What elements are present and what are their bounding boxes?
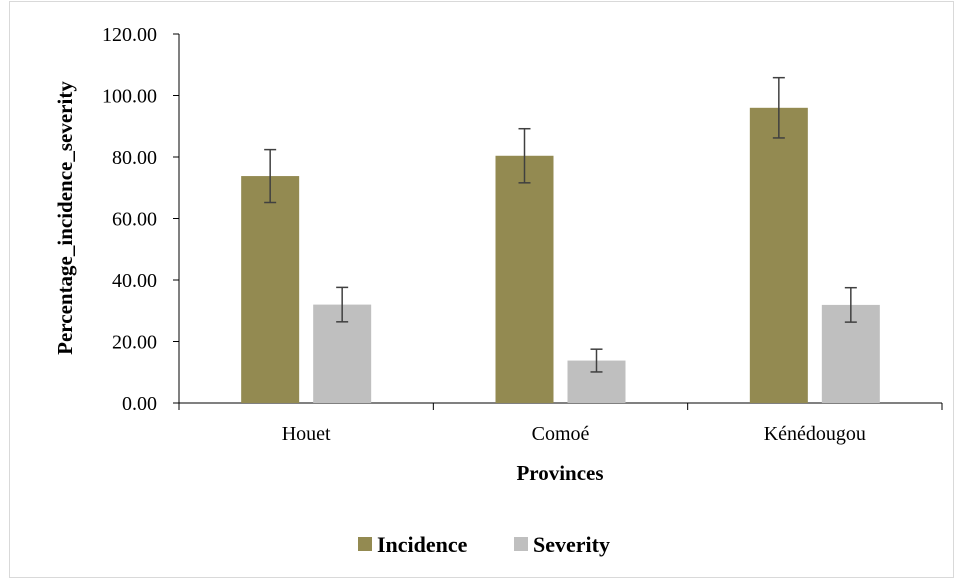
y-tick-label: 60.00 [112,209,157,231]
legend-swatch-severity [514,537,528,551]
y-tick-label: 80.00 [112,147,157,169]
error-bar-incidence-0 [264,148,277,204]
x-tick-label: Houet [282,423,331,445]
x-axis: Houet Comoé Kénédougou [178,402,943,445]
y-axis-title: Percentage_incidence_severity [53,81,77,355]
error-bar-incidence-2 [772,76,785,139]
error-bars [264,76,857,373]
y-tick-label: 120.00 [102,24,157,46]
bar-incidence-1 [495,155,554,403]
error-bar-severity-0 [336,286,349,323]
error-bar-severity-2 [844,286,857,323]
x-tick-label: Comoé [532,423,590,445]
y-axis: 0.00 20.00 40.00 60.00 80.00 100.00 120.00 [102,24,180,415]
y-tick-label: 100.00 [102,86,157,108]
y-tick-label: 20.00 [112,332,157,354]
x-axis-title: Provinces [516,461,603,485]
error-bar-severity-1 [590,348,603,373]
legend-label-incidence: Incidence [377,532,468,557]
x-tick-label: Kénédougou [764,423,866,445]
bars [241,107,880,404]
y-tick-label: 0.00 [122,393,157,415]
legend: Incidence Severity [358,532,610,557]
y-tick-label: 40.00 [112,270,157,292]
error-bar-incidence-1 [518,127,531,184]
bar-incidence-0 [241,176,300,403]
bar-incidence-2 [749,107,808,404]
legend-swatch-incidence [358,537,372,551]
legend-label-severity: Severity [533,532,610,557]
